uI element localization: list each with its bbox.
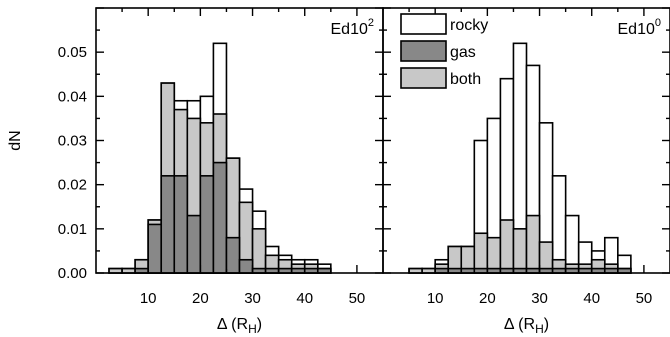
x-tick-label: 50 [636, 290, 653, 307]
bar-both-8 [486, 236, 502, 274]
x-tick-label: 10 [140, 290, 157, 307]
legend-label-both: both [450, 71, 481, 88]
bar-gas-10 [225, 236, 241, 274]
legend-swatch-gas [400, 40, 447, 62]
bar-both-10 [512, 228, 528, 274]
legend-swatch-both [400, 67, 447, 89]
bar-both-9 [499, 219, 515, 274]
y-tick-label: 0.03 [58, 133, 87, 150]
y-axis-label: dN [7, 130, 24, 150]
bar-both-7 [473, 232, 489, 274]
panel-annotation: Ed102 [331, 17, 375, 38]
bar-both-12 [251, 228, 267, 274]
x-tick-label: 20 [192, 290, 209, 307]
panel-1: 10 20 30 40 50 0.00 0.01 0.02 0.03 0.04 0.05 Δ (RH)… [7, 7, 384, 336]
legend: rocky gas both [400, 13, 488, 89]
y-tick-label: 0.05 [58, 44, 87, 61]
x-tick-label: 30 [244, 290, 261, 307]
bar-gas-11 [238, 258, 254, 274]
x-tick-label: 40 [583, 290, 600, 307]
bar-gas-4 [147, 223, 163, 274]
legend-swatch-rocky [400, 13, 447, 35]
legend-label-rocky: rocky [450, 17, 488, 34]
bar-rocky-13 [551, 175, 567, 274]
x-axis-label: Δ (RH) [504, 316, 549, 336]
x-axis-label: Δ (RH) [217, 316, 262, 336]
bar-gas-7 [186, 214, 202, 274]
y-tick-label: 0.04 [58, 88, 87, 105]
y-tick-label: 0.01 [58, 221, 87, 238]
x-tick-label: 10 [427, 290, 444, 307]
bar-gas-8 [199, 175, 215, 274]
bar-gas-9 [212, 161, 228, 274]
x-tick-label: 40 [296, 290, 313, 307]
x-tick-label: 30 [531, 290, 548, 307]
bar-gas-5 [160, 175, 176, 274]
panel-2: 10 20 30 40 50 Δ (RH) Ed100 [382, 7, 670, 336]
legend-label-gas: gas [450, 44, 476, 61]
bar-both-11 [525, 214, 541, 274]
y-tick-label: 0.00 [58, 265, 87, 282]
x-tick-label: 20 [479, 290, 496, 307]
series-gas [134, 161, 332, 274]
y-tick-label: 0.02 [58, 177, 87, 194]
x-tick-label: 50 [349, 290, 366, 307]
panel-annotation: Ed100 [618, 17, 662, 38]
bar-gas-6 [173, 175, 189, 274]
